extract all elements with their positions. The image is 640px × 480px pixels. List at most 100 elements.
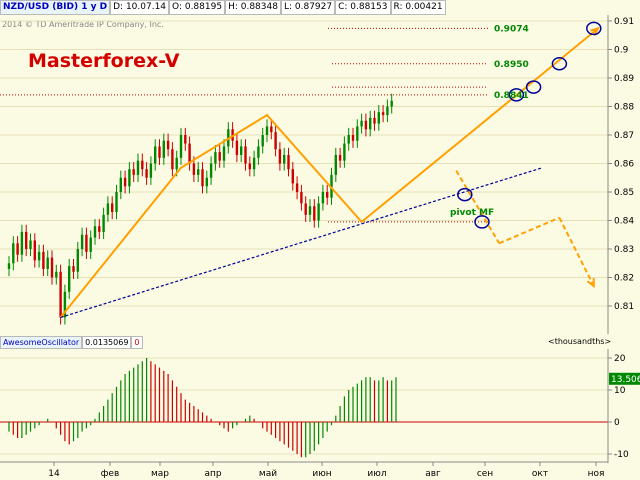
symbol-label[interactable]: NZD/USD (BID) 1 y D: [0, 0, 111, 15]
highlight-circle: [586, 21, 602, 36]
price-y-tick-label: 0.88: [614, 103, 634, 113]
candle-body: [291, 169, 294, 184]
candle-body: [171, 149, 174, 170]
candle-body: [295, 183, 299, 192]
candle-body: [283, 154, 286, 164]
candle-body: [360, 120, 363, 127]
projection-arrowhead: [586, 278, 595, 289]
osc-y-tick-label: -10: [614, 450, 629, 460]
highlight-circle: [457, 187, 473, 202]
candle-body: [123, 177, 127, 187]
candle-body: [12, 243, 15, 264]
price-y-tick-label: 0.83: [614, 245, 634, 255]
candle-body: [37, 251, 41, 261]
candle-body: [76, 249, 79, 272]
candle-body: [149, 163, 153, 178]
price-level-lines: [0, 27, 488, 223]
price-y-tick-label: 0.86: [614, 160, 634, 170]
copyright-text: 2014 © TD Ameritrade IP Company, Inc.: [2, 20, 164, 29]
candle-body: [188, 143, 191, 164]
candle-body: [381, 112, 385, 116]
x-tick-label: апр: [204, 469, 221, 479]
candle-body: [145, 169, 148, 178]
candle-body: [201, 169, 204, 187]
candle-body: [16, 243, 19, 255]
candle-body: [7, 263, 11, 269]
osc-last-value-label: 13.5069: [611, 375, 640, 385]
highlight-circle: [525, 80, 542, 94]
oscillator-gridlines: [0, 357, 608, 455]
candle-body: [29, 240, 32, 249]
x-axis-ticks: 14 фев мар апр май июн июл авг сен окт ноя: [48, 462, 604, 479]
price-y-tick-label: 0.9: [614, 46, 629, 56]
candle-body: [175, 157, 178, 170]
candle-body: [98, 226, 101, 232]
oscillator-chart[interactable]: 20 10 0 -10 13.5069: [0, 349, 640, 480]
trend-line-orange: [59, 27, 599, 319]
candle-body: [364, 120, 368, 130]
candle-body: [390, 100, 393, 107]
candle-body: [321, 192, 325, 204]
candle-body: [278, 149, 282, 164]
candle-body: [106, 203, 110, 215]
level-label: 0.9074: [494, 24, 529, 34]
price-y-tick-label: 0.89: [614, 74, 634, 84]
range-label: R: 0.00421: [390, 0, 446, 15]
candle-body: [25, 231, 28, 249]
price-y-axis: 0.81 0.82 0.83 0.84 0.85 0.86 0.87 0.88 0.89 0.9 0…: [608, 17, 634, 312]
candle-body: [377, 112, 380, 124]
oscillator-name[interactable]: AwesomeOscillator: [0, 336, 83, 349]
candle-body: [115, 192, 118, 212]
level-labels: 0.9074 0.8950 0.8841 pivot MF: [450, 24, 529, 218]
oscillator-units: <thousandths>: [548, 337, 612, 346]
price-y-tick-label: 0.87: [614, 131, 634, 141]
candle-body: [235, 140, 239, 155]
candle-body: [50, 257, 54, 278]
candle-body: [111, 203, 114, 212]
candle-body: [270, 126, 273, 133]
x-tick-label: окт: [532, 469, 548, 479]
candle-body: [33, 240, 36, 261]
candle-body: [46, 257, 49, 269]
candle-body: [252, 157, 256, 170]
x-tick-label: 14: [48, 469, 60, 479]
candle-body: [205, 177, 208, 187]
candle-body: [317, 203, 320, 221]
candle-body: [386, 106, 389, 116]
chart-info-bar: NZD/USD (BID) 1 y D D: 10.07.14 O: 0.881…: [0, 0, 608, 15]
trend-arrowhead: [590, 26, 601, 36]
x-tick-label: июл: [367, 469, 386, 479]
candle-body: [343, 143, 346, 161]
x-tick-label: фев: [101, 469, 120, 479]
close-label: C: 0.88153: [335, 0, 391, 15]
oscillator-flag: 0: [131, 336, 143, 349]
support-line-dashed: [60, 167, 543, 318]
candle-body: [313, 206, 316, 221]
projection-segment: [455, 170, 501, 244]
candle-body: [248, 163, 251, 170]
trend-lines: [59, 26, 601, 319]
candle-body: [261, 135, 264, 147]
candle-body: [154, 146, 157, 164]
date-label: D: 10.07.14: [110, 0, 170, 15]
price-y-tick-label: 0.84: [614, 217, 634, 227]
candle-body: [59, 271, 62, 318]
candle-body: [214, 152, 217, 164]
oscillator-y-axis: 20 10 0 -10 13.5069: [608, 354, 640, 460]
candle-body: [308, 206, 312, 215]
brand-watermark: Masterforex-V: [28, 50, 180, 72]
candle-body: [55, 271, 58, 278]
candle-body: [102, 214, 105, 232]
price-y-tick-label: 0.82: [614, 274, 634, 284]
projection-segment: [498, 216, 560, 245]
osc-y-tick-label: 20: [614, 354, 626, 364]
candle-body: [158, 146, 161, 158]
candle-body: [240, 146, 243, 155]
oscillator-value: 0.0135069: [82, 336, 132, 349]
candle-body: [20, 231, 24, 255]
candle-body: [265, 126, 269, 135]
highlight-circle: [551, 57, 568, 71]
candle-body: [192, 163, 196, 175]
highlight-circle: [474, 215, 490, 229]
